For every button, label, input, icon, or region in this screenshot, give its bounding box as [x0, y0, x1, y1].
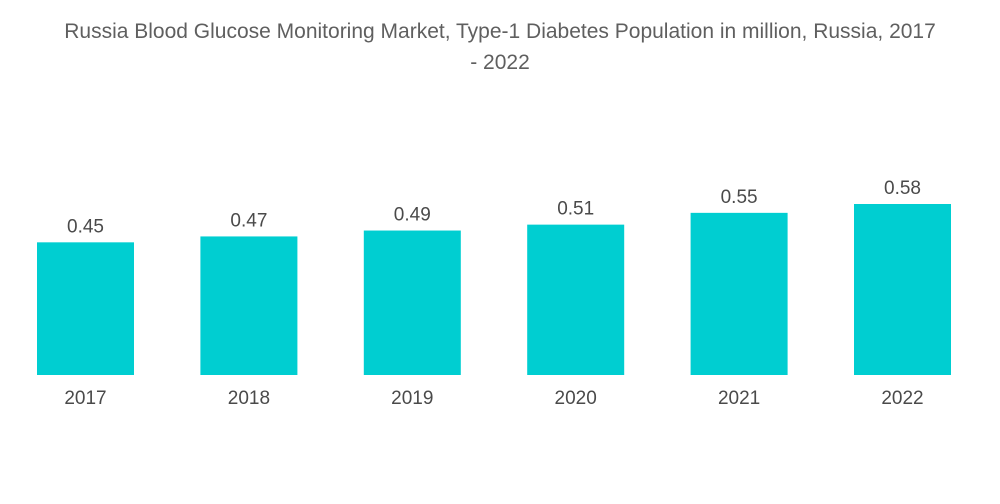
bar-2021	[690, 212, 788, 375]
bar-2019	[363, 230, 461, 375]
data-label-2020: 0.51	[557, 199, 594, 220]
x-tick-label-2019: 2019	[391, 388, 433, 409]
bar-2020	[527, 224, 625, 375]
x-tick-label-2020: 2020	[555, 388, 597, 409]
bar-2017	[37, 242, 134, 375]
x-tick-label-2018: 2018	[228, 388, 270, 409]
chart-title: Russia Blood Glucose Monitoring Market, …	[0, 16, 1000, 78]
x-tick-label-2017: 2017	[64, 388, 106, 409]
data-label-2017: 0.45	[67, 216, 104, 237]
data-label-2019: 0.49	[394, 205, 431, 226]
chart-title-line-2: - 2022	[470, 51, 530, 74]
data-label-2018: 0.47	[230, 210, 267, 231]
bar-2022	[854, 204, 951, 375]
x-tick-label-2022: 2022	[881, 388, 923, 409]
chart-title-line-1: Russia Blood Glucose Monitoring Market, …	[64, 20, 936, 43]
x-tick-label-2021: 2021	[718, 388, 760, 409]
data-label-2022: 0.58	[884, 178, 921, 199]
bar-2018	[200, 236, 298, 375]
data-label-2021: 0.55	[721, 187, 758, 208]
